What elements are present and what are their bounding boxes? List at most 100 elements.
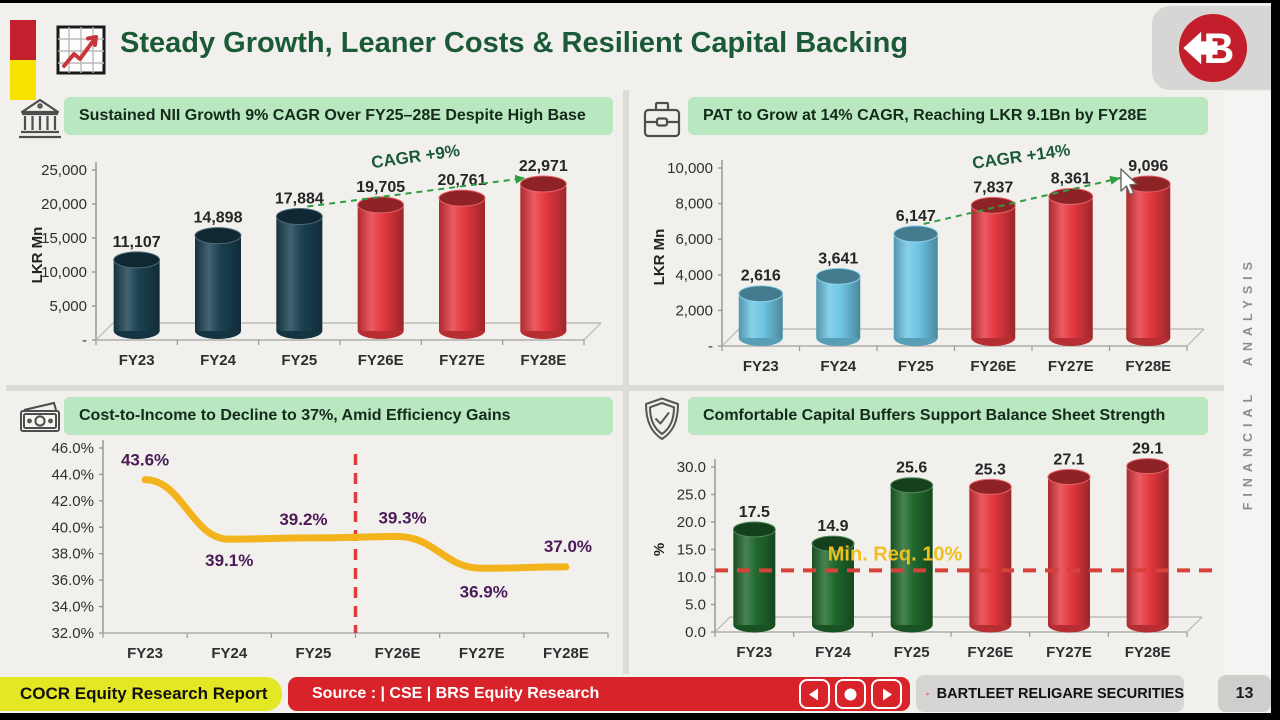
capital-panel-title: Comfortable Capital Buffers Support Bala…: [688, 397, 1208, 435]
svg-text:FY23: FY23: [736, 644, 772, 661]
svg-text:FY23: FY23: [743, 358, 779, 375]
svg-text:FY28E: FY28E: [520, 352, 566, 369]
svg-text:14.9: 14.9: [817, 518, 848, 535]
svg-text:20,000: 20,000: [41, 196, 87, 213]
svg-text:FY25: FY25: [898, 358, 934, 375]
svg-text:44.0%: 44.0%: [51, 466, 94, 483]
svg-text:15.0: 15.0: [677, 542, 706, 559]
svg-text:17.5: 17.5: [739, 504, 770, 521]
svg-text:FY26E: FY26E: [358, 352, 404, 369]
brand-label: BARTLEET RELIGARE SECURITIES: [936, 685, 1184, 702]
mouse-cursor: [1118, 167, 1140, 202]
svg-text:FY25: FY25: [295, 645, 331, 662]
svg-text:FY25: FY25: [894, 644, 930, 661]
prev-button[interactable]: [799, 679, 830, 709]
svg-text:5.0: 5.0: [685, 597, 706, 614]
brand-logo-letter: B: [927, 693, 928, 695]
svg-text:25,000: 25,000: [41, 162, 87, 179]
svg-text:36.9%: 36.9%: [460, 582, 508, 601]
svg-text:FY26E: FY26E: [375, 645, 421, 662]
source-bar: Source : | CSE | BRS Equity Research: [288, 677, 910, 711]
svg-text:CAGR +9%: CAGR +9%: [370, 141, 461, 172]
svg-text:29.1: 29.1: [1132, 441, 1163, 458]
svg-text:43.6%: 43.6%: [121, 451, 169, 470]
nii-panel: Sustained NII Growth 9% CAGR Over FY25–2…: [8, 92, 622, 382]
pat-panel-title: PAT to Grow at 14% CAGR, Reaching LKR 9.…: [688, 97, 1208, 135]
svg-text:3,641: 3,641: [818, 250, 858, 267]
svg-text:25.0: 25.0: [677, 487, 706, 504]
svg-text:7,837: 7,837: [973, 179, 1013, 196]
stop-circle-icon: [844, 688, 857, 700]
svg-text:6,000: 6,000: [675, 231, 713, 248]
svg-text:10,000: 10,000: [41, 264, 87, 281]
svg-text:FY27E: FY27E: [439, 352, 485, 369]
page-title: Steady Growth, Leaner Costs & Resilient …: [120, 27, 909, 59]
svg-text:0.0: 0.0: [685, 624, 706, 641]
next-triangle-icon: [883, 688, 892, 700]
bank-icon: [16, 96, 64, 142]
briefcase-icon: [638, 96, 686, 142]
svg-text:14,898: 14,898: [194, 210, 243, 227]
svg-text:11,107: 11,107: [113, 234, 161, 251]
svg-text:25.3: 25.3: [975, 461, 1006, 478]
screen-edge-top: [0, 0, 1280, 3]
svg-text:40.0%: 40.0%: [51, 519, 94, 536]
svg-text:-: -: [708, 338, 713, 355]
svg-text:FY28E: FY28E: [1125, 644, 1171, 661]
accent-red-block: [10, 20, 36, 60]
vertical-divider: [623, 90, 629, 674]
svg-text:FY25: FY25: [281, 352, 317, 369]
pat-panel: PAT to Grow at 14% CAGR, Reaching LKR 9.…: [630, 92, 1224, 382]
svg-text:FY24: FY24: [820, 358, 857, 375]
svg-text:-: -: [82, 332, 87, 349]
svg-text:Min. Req. 10%: Min. Req. 10%: [828, 543, 963, 565]
next-button[interactable]: [871, 679, 902, 709]
svg-text:FY23: FY23: [127, 645, 163, 662]
horizontal-divider: [6, 385, 1224, 391]
svg-text:8,361: 8,361: [1051, 170, 1091, 187]
svg-text:FY24: FY24: [211, 645, 248, 662]
svg-text:FY27E: FY27E: [1046, 644, 1092, 661]
svg-text:FY24: FY24: [200, 352, 237, 369]
svg-text:36.0%: 36.0%: [51, 572, 94, 589]
svg-text:FY27E: FY27E: [1048, 358, 1094, 375]
nav-controls: [799, 679, 902, 709]
nii-chart: 25,000 20,000 15,000 10,000 5,000 - FY23 FY24 FY…: [8, 140, 622, 380]
svg-text:19,705: 19,705: [356, 179, 405, 196]
svg-text:5,000: 5,000: [49, 298, 87, 315]
side-label: FINANCIAL ANALYSIS: [1240, 255, 1255, 511]
svg-text:%: %: [651, 543, 668, 556]
svg-text:15,000: 15,000: [41, 230, 87, 247]
svg-text:17,884: 17,884: [275, 191, 324, 208]
svg-text:FY28E: FY28E: [1125, 358, 1171, 375]
brand-logo-icon: B: [926, 692, 929, 695]
cost-income-panel-title: Cost-to-Income to Decline to 37%, Amid E…: [64, 397, 613, 435]
company-logo-icon: B: [1178, 13, 1248, 83]
accent-yellow-block: [10, 60, 36, 100]
capital-chart: 30.0 25.0 20.0 15.0 10.0 5.0 0.0 FY23 FY24 FY25 FY…: [630, 440, 1224, 680]
stop-button[interactable]: [835, 679, 866, 709]
svg-text:10.0: 10.0: [677, 569, 706, 586]
svg-text:25.6: 25.6: [896, 460, 927, 477]
svg-text:FY27E: FY27E: [459, 645, 505, 662]
svg-text:4,000: 4,000: [675, 267, 713, 284]
svg-text:CAGR +14%: CAGR +14%: [971, 140, 1071, 173]
svg-text:FY26E: FY26E: [970, 358, 1016, 375]
svg-text:FY24: FY24: [815, 644, 852, 661]
svg-text:2,000: 2,000: [675, 302, 713, 319]
svg-text:34.0%: 34.0%: [51, 599, 94, 616]
svg-text:LKR Mn: LKR Mn: [651, 229, 668, 286]
svg-text:2,616: 2,616: [741, 268, 781, 285]
brand-plate: B BARTLEET RELIGARE SECURITIES: [916, 675, 1184, 712]
cost-income-panel: Cost-to-Income to Decline to 37%, Amid E…: [8, 392, 622, 674]
svg-text:32.0%: 32.0%: [51, 625, 94, 642]
svg-text:42.0%: 42.0%: [51, 493, 94, 510]
svg-text:LKR Mn: LKR Mn: [29, 227, 46, 284]
svg-text:39.3%: 39.3%: [378, 509, 426, 528]
screen-edge-right: [1271, 0, 1280, 720]
svg-text:10,000: 10,000: [667, 160, 713, 177]
svg-text:39.1%: 39.1%: [205, 551, 253, 570]
screen-edge-bottom: [0, 713, 1280, 720]
svg-text:FY28E: FY28E: [543, 645, 589, 662]
